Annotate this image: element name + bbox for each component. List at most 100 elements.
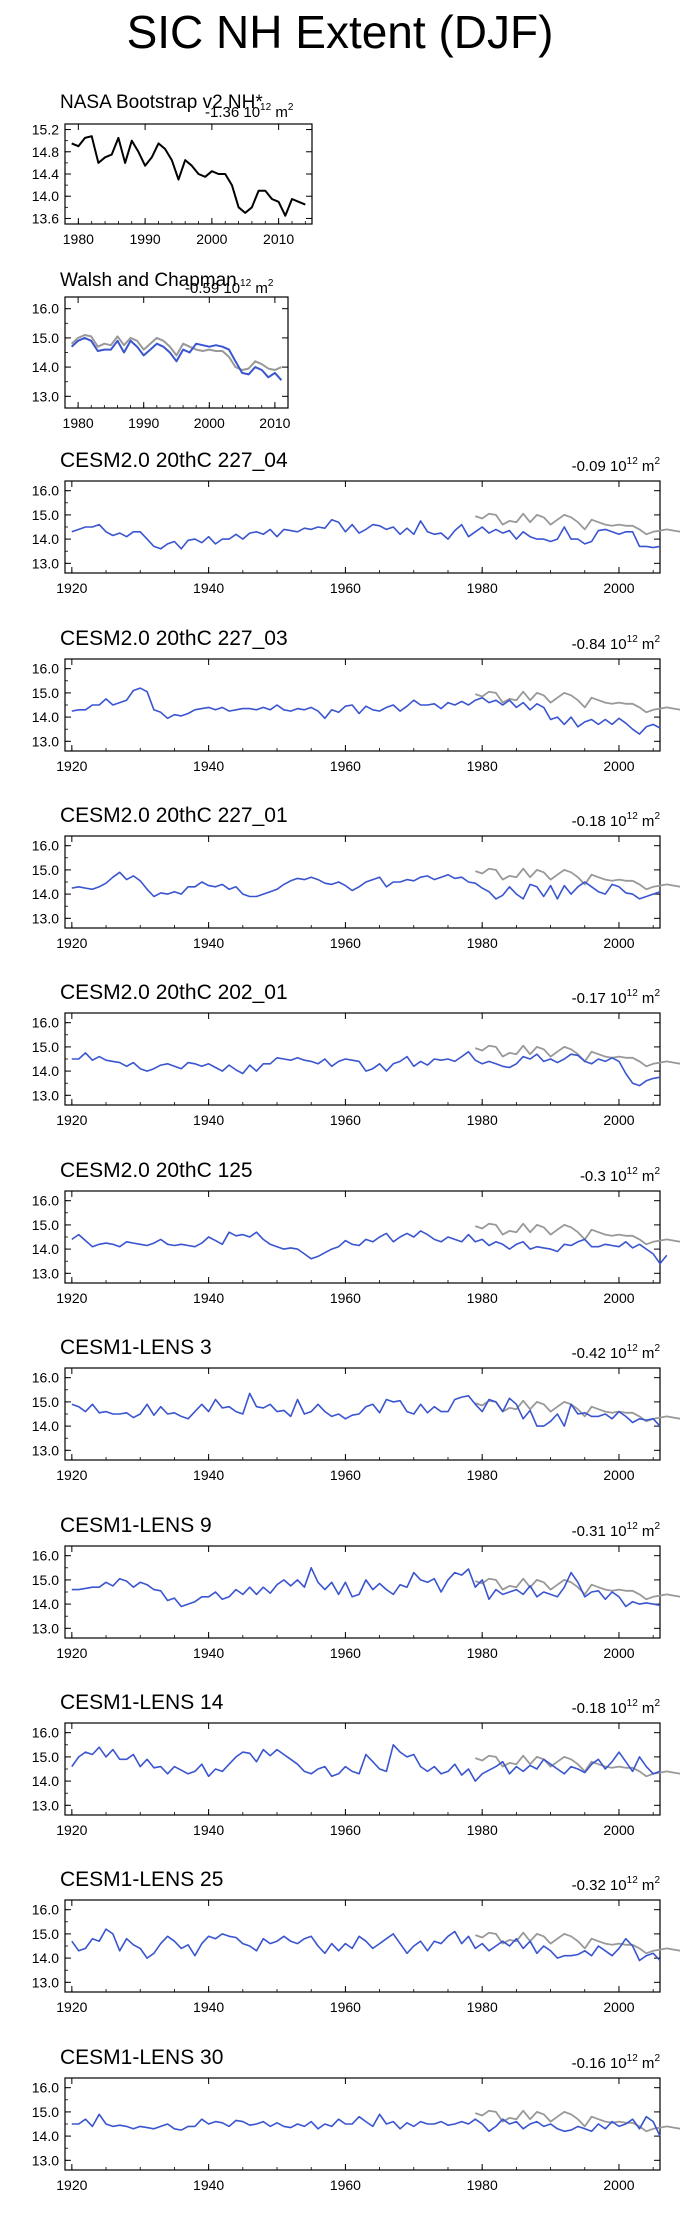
plot-frame xyxy=(64,480,661,574)
x-tick-label: 1920 xyxy=(56,1999,87,2015)
x-tick-label: 1960 xyxy=(330,2177,361,2193)
x-tick-label: 1940 xyxy=(193,580,224,596)
x-tick-label: 1980 xyxy=(467,1999,498,2015)
model-series-line xyxy=(71,871,661,900)
y-tick-label: 14.0 xyxy=(32,1241,59,1257)
x-tick-label: 1980 xyxy=(467,1822,498,1838)
model-series-line xyxy=(71,1392,661,1427)
chart-panel: Walsh and Chapman-0.59 1012 m2 13.0 14.0 15… xyxy=(32,270,291,431)
model-series-line xyxy=(71,1050,661,1087)
model-series-line xyxy=(71,687,661,735)
x-tick-label: 1940 xyxy=(193,1290,224,1306)
x-tick-label: 1980 xyxy=(63,415,94,431)
y-tick-label: 13.0 xyxy=(32,733,59,749)
x-tick-label: 2000 xyxy=(603,758,634,774)
observed-series-line xyxy=(475,2109,680,2133)
y-tick-label: 14.0 xyxy=(32,531,59,547)
panel-title: CESM1-LENS 9 xyxy=(60,1514,212,1537)
y-tick-label: 16.0 xyxy=(32,2080,59,2096)
y-tick-label: 16.0 xyxy=(32,1902,59,1918)
plot-frame xyxy=(64,1190,661,1284)
trend-label: -0.32 1012 m2 xyxy=(572,1875,661,1894)
model-series-line xyxy=(71,518,661,550)
x-tick-label: 1980 xyxy=(63,231,94,247)
trend-label: -0.31 1012 m2 xyxy=(572,1521,661,1540)
y-tick-label: 15.0 xyxy=(32,1572,59,1588)
model-series-line xyxy=(71,1928,661,1962)
y-tick-label: 13.0 xyxy=(32,1442,59,1458)
y-tick-label: 14.0 xyxy=(32,1773,59,1789)
y-tick-label: 14.0 xyxy=(32,1596,59,1612)
series-line xyxy=(70,336,283,381)
x-tick-label: 1920 xyxy=(56,758,87,774)
plot-frame xyxy=(64,1012,661,1106)
x-tick-label: 1920 xyxy=(56,935,87,951)
model-series-line xyxy=(71,2113,661,2137)
x-tick-label: 2000 xyxy=(603,1290,634,1306)
plot-frame xyxy=(64,123,313,225)
y-tick-label: 16.0 xyxy=(32,483,59,499)
y-tick-label: 13.0 xyxy=(32,555,59,571)
x-tick-label: 1980 xyxy=(467,1112,498,1128)
x-tick-label: 1920 xyxy=(56,1467,87,1483)
y-tick-label: 13.0 xyxy=(32,2152,59,2168)
model-series-line xyxy=(71,1567,661,1608)
observed-series-line xyxy=(475,1931,680,1955)
x-tick-label: 2000 xyxy=(603,1999,634,2015)
x-tick-label: 1990 xyxy=(130,231,161,247)
chart-panel: CESM2.0 20thC 227_01 -0.18 1012 m2 13.0 14.… xyxy=(32,804,680,951)
chart-panel: CESM2.0 20thC 125 -0.3 1012 m2 13.0 14.0 15.… xyxy=(32,1159,680,1306)
y-tick-label: 14.0 xyxy=(32,359,59,375)
panel-title: CESM2.0 20thC 227_03 xyxy=(60,627,288,650)
x-tick-label: 1960 xyxy=(330,1112,361,1128)
trend-label: -0.16 1012 m2 xyxy=(572,2053,661,2072)
y-tick-label: 14.0 xyxy=(32,1063,59,1079)
y-tick-label: 15.2 xyxy=(32,122,59,138)
plot-frame xyxy=(64,2077,661,2171)
y-tick-label: 13.6 xyxy=(32,210,59,226)
y-tick-label: 13.0 xyxy=(32,1087,59,1103)
x-tick-label: 2000 xyxy=(603,580,634,596)
panel-title: NASA Bootstrap v2 NH* xyxy=(60,92,263,113)
trend-label: -0.18 1012 m2 xyxy=(572,1698,661,1717)
x-tick-label: 2000 xyxy=(194,415,225,431)
observed-series-line xyxy=(475,867,680,891)
x-tick-label: 1920 xyxy=(56,580,87,596)
y-tick-label: 15.0 xyxy=(32,2104,59,2120)
x-tick-label: 1980 xyxy=(467,2177,498,2193)
y-tick-label: 14.0 xyxy=(32,886,59,902)
x-tick-label: 2000 xyxy=(603,1112,634,1128)
y-tick-label: 13.0 xyxy=(32,388,59,404)
panel-title: CESM2.0 20thC 125 xyxy=(60,1159,253,1182)
y-tick-label: 16.0 xyxy=(32,838,59,854)
page-title: SIC NH Extent (DJF) xyxy=(126,6,554,58)
x-tick-label: 2010 xyxy=(263,231,294,247)
x-tick-label: 1940 xyxy=(193,1822,224,1838)
x-tick-label: 1920 xyxy=(56,2177,87,2193)
x-tick-label: 2000 xyxy=(603,935,634,951)
x-tick-label: 1940 xyxy=(193,1645,224,1661)
y-tick-label: 14.0 xyxy=(32,1418,59,1434)
x-tick-label: 1920 xyxy=(56,1112,87,1128)
x-tick-label: 1980 xyxy=(467,1645,498,1661)
plot-frame xyxy=(64,835,661,929)
x-tick-label: 1980 xyxy=(467,758,498,774)
x-tick-label: 1960 xyxy=(330,1467,361,1483)
x-tick-label: 1940 xyxy=(193,1999,224,2015)
chart-panel: CESM1-LENS 14 -0.18 1012 m2 13.0 14.0 15.0 16… xyxy=(32,1691,680,1838)
observed-series-line xyxy=(475,512,680,536)
plot-frame xyxy=(64,296,289,409)
x-tick-label: 1960 xyxy=(330,1290,361,1306)
observed-series-line xyxy=(475,690,680,714)
chart-panel: CESM1-LENS 3 -0.42 1012 m2 13.0 14.0 15.0 16.… xyxy=(32,1336,680,1483)
trend-label: -0.84 1012 m2 xyxy=(572,634,661,653)
x-tick-label: 1920 xyxy=(56,1290,87,1306)
x-tick-label: 2000 xyxy=(603,1467,634,1483)
y-tick-label: 15.0 xyxy=(32,1749,59,1765)
trend-label: -0.17 1012 m2 xyxy=(572,988,661,1007)
series-line xyxy=(70,334,282,371)
model-series-line xyxy=(71,1744,661,1782)
panel-title: CESM1-LENS 3 xyxy=(60,1336,212,1359)
y-tick-label: 13.0 xyxy=(32,1974,59,1990)
